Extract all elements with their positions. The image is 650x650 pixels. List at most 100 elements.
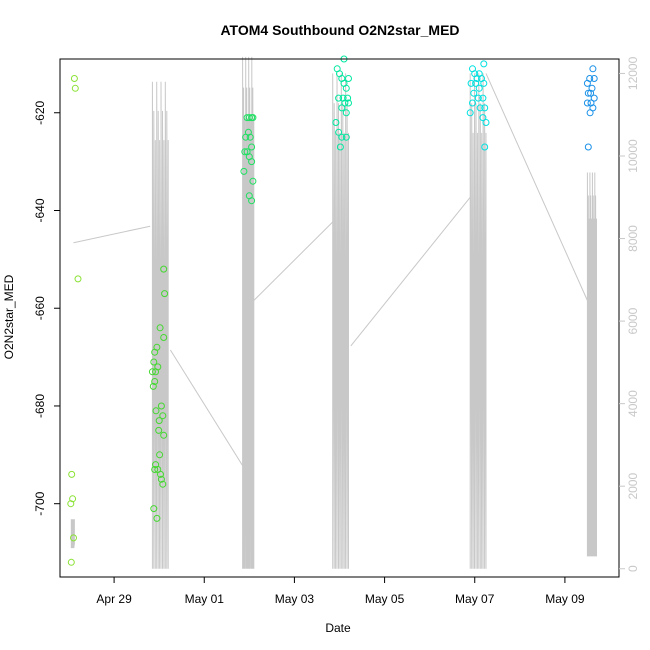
plot-border — [59, 58, 620, 578]
data-point — [338, 133, 346, 141]
data-point — [479, 114, 487, 122]
x-tick-label: May 05 — [365, 592, 405, 606]
data-point — [244, 128, 252, 136]
data-point — [153, 343, 161, 351]
trace-block — [70, 519, 75, 549]
y-tick-label: -620 — [33, 100, 47, 124]
y-tick-label: -680 — [33, 394, 47, 418]
x-tick-label: May 03 — [275, 592, 315, 606]
trace-block — [151, 81, 169, 569]
data-point — [70, 534, 77, 542]
data-point — [336, 143, 344, 151]
data-point — [342, 84, 350, 92]
data-point — [332, 119, 340, 126]
data-point — [248, 197, 256, 205]
trace-connector — [73, 225, 151, 244]
trace-connector — [485, 73, 588, 301]
data-point — [583, 79, 591, 87]
data-point — [151, 466, 159, 473]
data-point — [241, 148, 249, 156]
data-point — [74, 275, 82, 283]
data-point — [157, 475, 165, 483]
data-point — [341, 99, 349, 107]
y-axis-label: O2N2star_MED — [2, 274, 16, 359]
axes: Apr 29 May 01 May 03 May 05 May 07 May 09 -620… — [33, 56, 640, 606]
data-point — [335, 94, 343, 102]
trace-block — [469, 73, 487, 569]
data-point — [345, 75, 352, 82]
data-point — [466, 109, 474, 117]
data-point — [152, 407, 160, 415]
y-tick-label: -660 — [33, 296, 47, 320]
y2-tick-label: 0 — [626, 565, 640, 572]
data-point — [157, 402, 165, 410]
data-point — [154, 363, 162, 371]
trace-connector — [253, 221, 334, 301]
y2-tick-label: 6000 — [626, 307, 640, 334]
data-point — [248, 158, 256, 166]
data-point — [481, 104, 489, 112]
data-point — [469, 99, 476, 107]
data-point — [470, 89, 478, 97]
data-point — [480, 60, 488, 68]
data-point — [583, 99, 591, 107]
data-point — [156, 451, 164, 459]
data-point — [69, 495, 77, 503]
x-tick-label: May 09 — [545, 592, 585, 606]
data-point — [474, 94, 482, 102]
data-point — [248, 143, 256, 151]
trace-block — [586, 172, 597, 557]
data-point — [475, 84, 483, 92]
data-point — [153, 514, 161, 522]
data-point — [473, 75, 481, 82]
data-point — [480, 79, 488, 87]
secondary-trace — [70, 56, 597, 569]
data-point — [67, 558, 75, 566]
data-point — [150, 358, 158, 366]
data-point — [155, 426, 163, 434]
data-point — [345, 99, 352, 107]
data-point — [590, 94, 598, 102]
y2-tick-label: 2000 — [626, 473, 640, 500]
trace-connector — [169, 349, 244, 466]
data-point — [149, 382, 157, 390]
data-point — [584, 143, 592, 151]
data-point — [467, 79, 475, 87]
x-tick-label: Apr 29 — [96, 592, 132, 606]
data-point — [240, 167, 248, 175]
chart-title: ATOM4 Southbound O2N2star_MED — [220, 22, 459, 38]
data-point — [476, 104, 484, 112]
data-point — [67, 500, 75, 508]
data-point — [482, 119, 490, 126]
data-point — [161, 290, 169, 298]
data-point — [246, 133, 254, 141]
y2-tick-label: 4000 — [626, 390, 640, 417]
y-tick-label: -640 — [33, 198, 47, 222]
data-point — [159, 480, 167, 488]
data-point — [160, 265, 168, 273]
data-point — [71, 84, 79, 92]
data-point — [151, 378, 159, 385]
data-point — [156, 324, 164, 332]
data-point — [249, 114, 257, 122]
data-point — [157, 470, 164, 478]
data-point — [335, 128, 343, 136]
data-point — [155, 417, 163, 425]
data-point — [160, 334, 168, 341]
data-point — [481, 143, 489, 151]
y2-tick-label: 10000 — [626, 139, 640, 173]
data-point — [588, 84, 596, 92]
x-tick-label: May 01 — [185, 592, 225, 606]
data-point — [586, 109, 594, 117]
data-point — [479, 94, 487, 102]
data-point — [338, 104, 346, 112]
data-points — [67, 55, 598, 566]
data-point — [245, 114, 253, 122]
data-point — [160, 431, 168, 439]
x-axis-label: Date — [325, 621, 351, 635]
data-point — [68, 470, 76, 478]
data-point — [590, 75, 598, 82]
data-point — [589, 65, 597, 73]
data-point — [159, 412, 167, 420]
